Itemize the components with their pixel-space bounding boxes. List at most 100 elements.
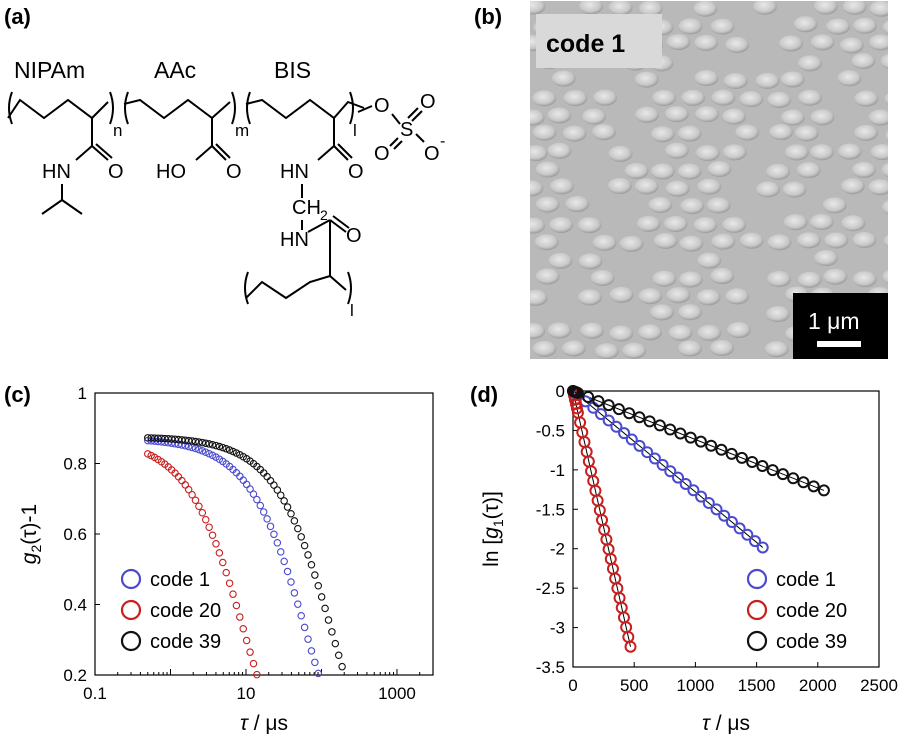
legend-marker [746, 568, 768, 590]
plot-d-ytick-label: -0.5 [536, 421, 565, 440]
sem-particle [650, 126, 675, 143]
data-point [311, 571, 319, 579]
plot-c-xtick-label: 1000 [378, 684, 416, 703]
svg-text:O: O [108, 161, 124, 183]
data-point [201, 515, 210, 524]
sem-particle [881, 162, 888, 178]
plot-d-ylabel: ln [g1(τ)] [480, 491, 506, 567]
data-point [695, 490, 708, 503]
panel-label-a: (a) [4, 4, 31, 29]
data-point [287, 509, 295, 518]
sem-particle [852, 232, 877, 249]
data-point [674, 427, 687, 440]
legend-label: code 1 [150, 569, 210, 591]
sem-particle [710, 268, 735, 285]
sem-particle [535, 196, 560, 213]
sem-particle [664, 142, 689, 159]
data-point [246, 648, 254, 656]
data-point [749, 535, 762, 548]
sem-particle [530, 1, 546, 15]
data-point [602, 414, 615, 427]
sem-particle [697, 324, 722, 341]
data-point [314, 582, 323, 590]
data-point [300, 623, 309, 632]
data-point [300, 541, 309, 550]
backbone-bis [245, 98, 365, 120]
plot-d-frame [572, 390, 880, 668]
data-point [208, 440, 217, 449]
data-point [776, 468, 789, 481]
plot-d-xlabel: τ / μs [702, 712, 750, 735]
sem-particle [842, 1, 867, 15]
sem-particle [810, 34, 835, 51]
sem-particle [809, 214, 834, 231]
data-point [304, 635, 312, 643]
sem-particle [577, 289, 602, 306]
plot-d-ytick-label: -3.5 [536, 658, 565, 677]
sem-particle [530, 289, 548, 306]
sem-particle [765, 306, 790, 323]
data-point [195, 445, 203, 454]
data-point [592, 395, 605, 408]
sem-particle [695, 106, 720, 123]
sem-particle [653, 232, 678, 249]
sem-particle [840, 178, 865, 195]
sem-particle [594, 343, 619, 359]
sem-particle [624, 163, 649, 180]
sem-particle [854, 90, 879, 107]
sem-particle [726, 322, 751, 339]
sem-particle [679, 235, 704, 252]
bracket-close-l [349, 91, 354, 125]
data-point [787, 472, 800, 485]
data-point [219, 558, 227, 567]
data-point [304, 551, 312, 559]
data-point [633, 439, 646, 452]
sem-particle [637, 324, 662, 341]
data-point [733, 522, 746, 535]
sem-particle [578, 253, 603, 270]
sem-particle [549, 178, 574, 195]
sem-particle [755, 181, 780, 198]
sem-particle [549, 216, 574, 233]
panel-label-b: (b) [474, 4, 502, 29]
sem-particle [634, 71, 659, 88]
sem-particle [766, 163, 791, 180]
series-code-39 [567, 385, 830, 497]
sem-particle [722, 108, 747, 125]
data-point [219, 443, 227, 452]
sem-particle [837, 143, 862, 160]
svg-text:HN: HN [280, 161, 309, 183]
data-point [679, 477, 692, 490]
sem-particle [652, 270, 677, 287]
sem-particle [693, 1, 718, 17]
data-point [297, 533, 305, 541]
sem-particle [881, 200, 888, 215]
data-point [594, 408, 607, 421]
sem-particle [706, 197, 731, 214]
monomer-nipam: NIPAm [14, 57, 85, 83]
sem-particle [780, 109, 805, 126]
data-point [602, 399, 615, 412]
plot-d-xtick-label: 2500 [860, 676, 898, 695]
sem-particle [823, 268, 848, 285]
sem-particle [635, 106, 660, 123]
sem-particle [782, 181, 807, 198]
sem-particle [622, 342, 647, 359]
svg-text:HN: HN [42, 161, 71, 183]
sem-particle [678, 304, 703, 321]
sem-particle [608, 145, 633, 162]
sem-particle [547, 322, 572, 339]
sem-particle [767, 271, 792, 288]
sem-particle [530, 145, 548, 162]
sem-particle [883, 234, 888, 248]
sem-particle [593, 89, 618, 106]
sem-particle [868, 34, 888, 51]
data-point [687, 484, 700, 497]
sem-particle [739, 232, 764, 249]
data-point [222, 444, 230, 453]
sem-particle [839, 37, 864, 54]
bracket-open-l [246, 91, 251, 125]
sem-particle [767, 91, 792, 108]
data-point [746, 455, 759, 468]
plot-d-ytick-label: 0 [556, 382, 565, 401]
